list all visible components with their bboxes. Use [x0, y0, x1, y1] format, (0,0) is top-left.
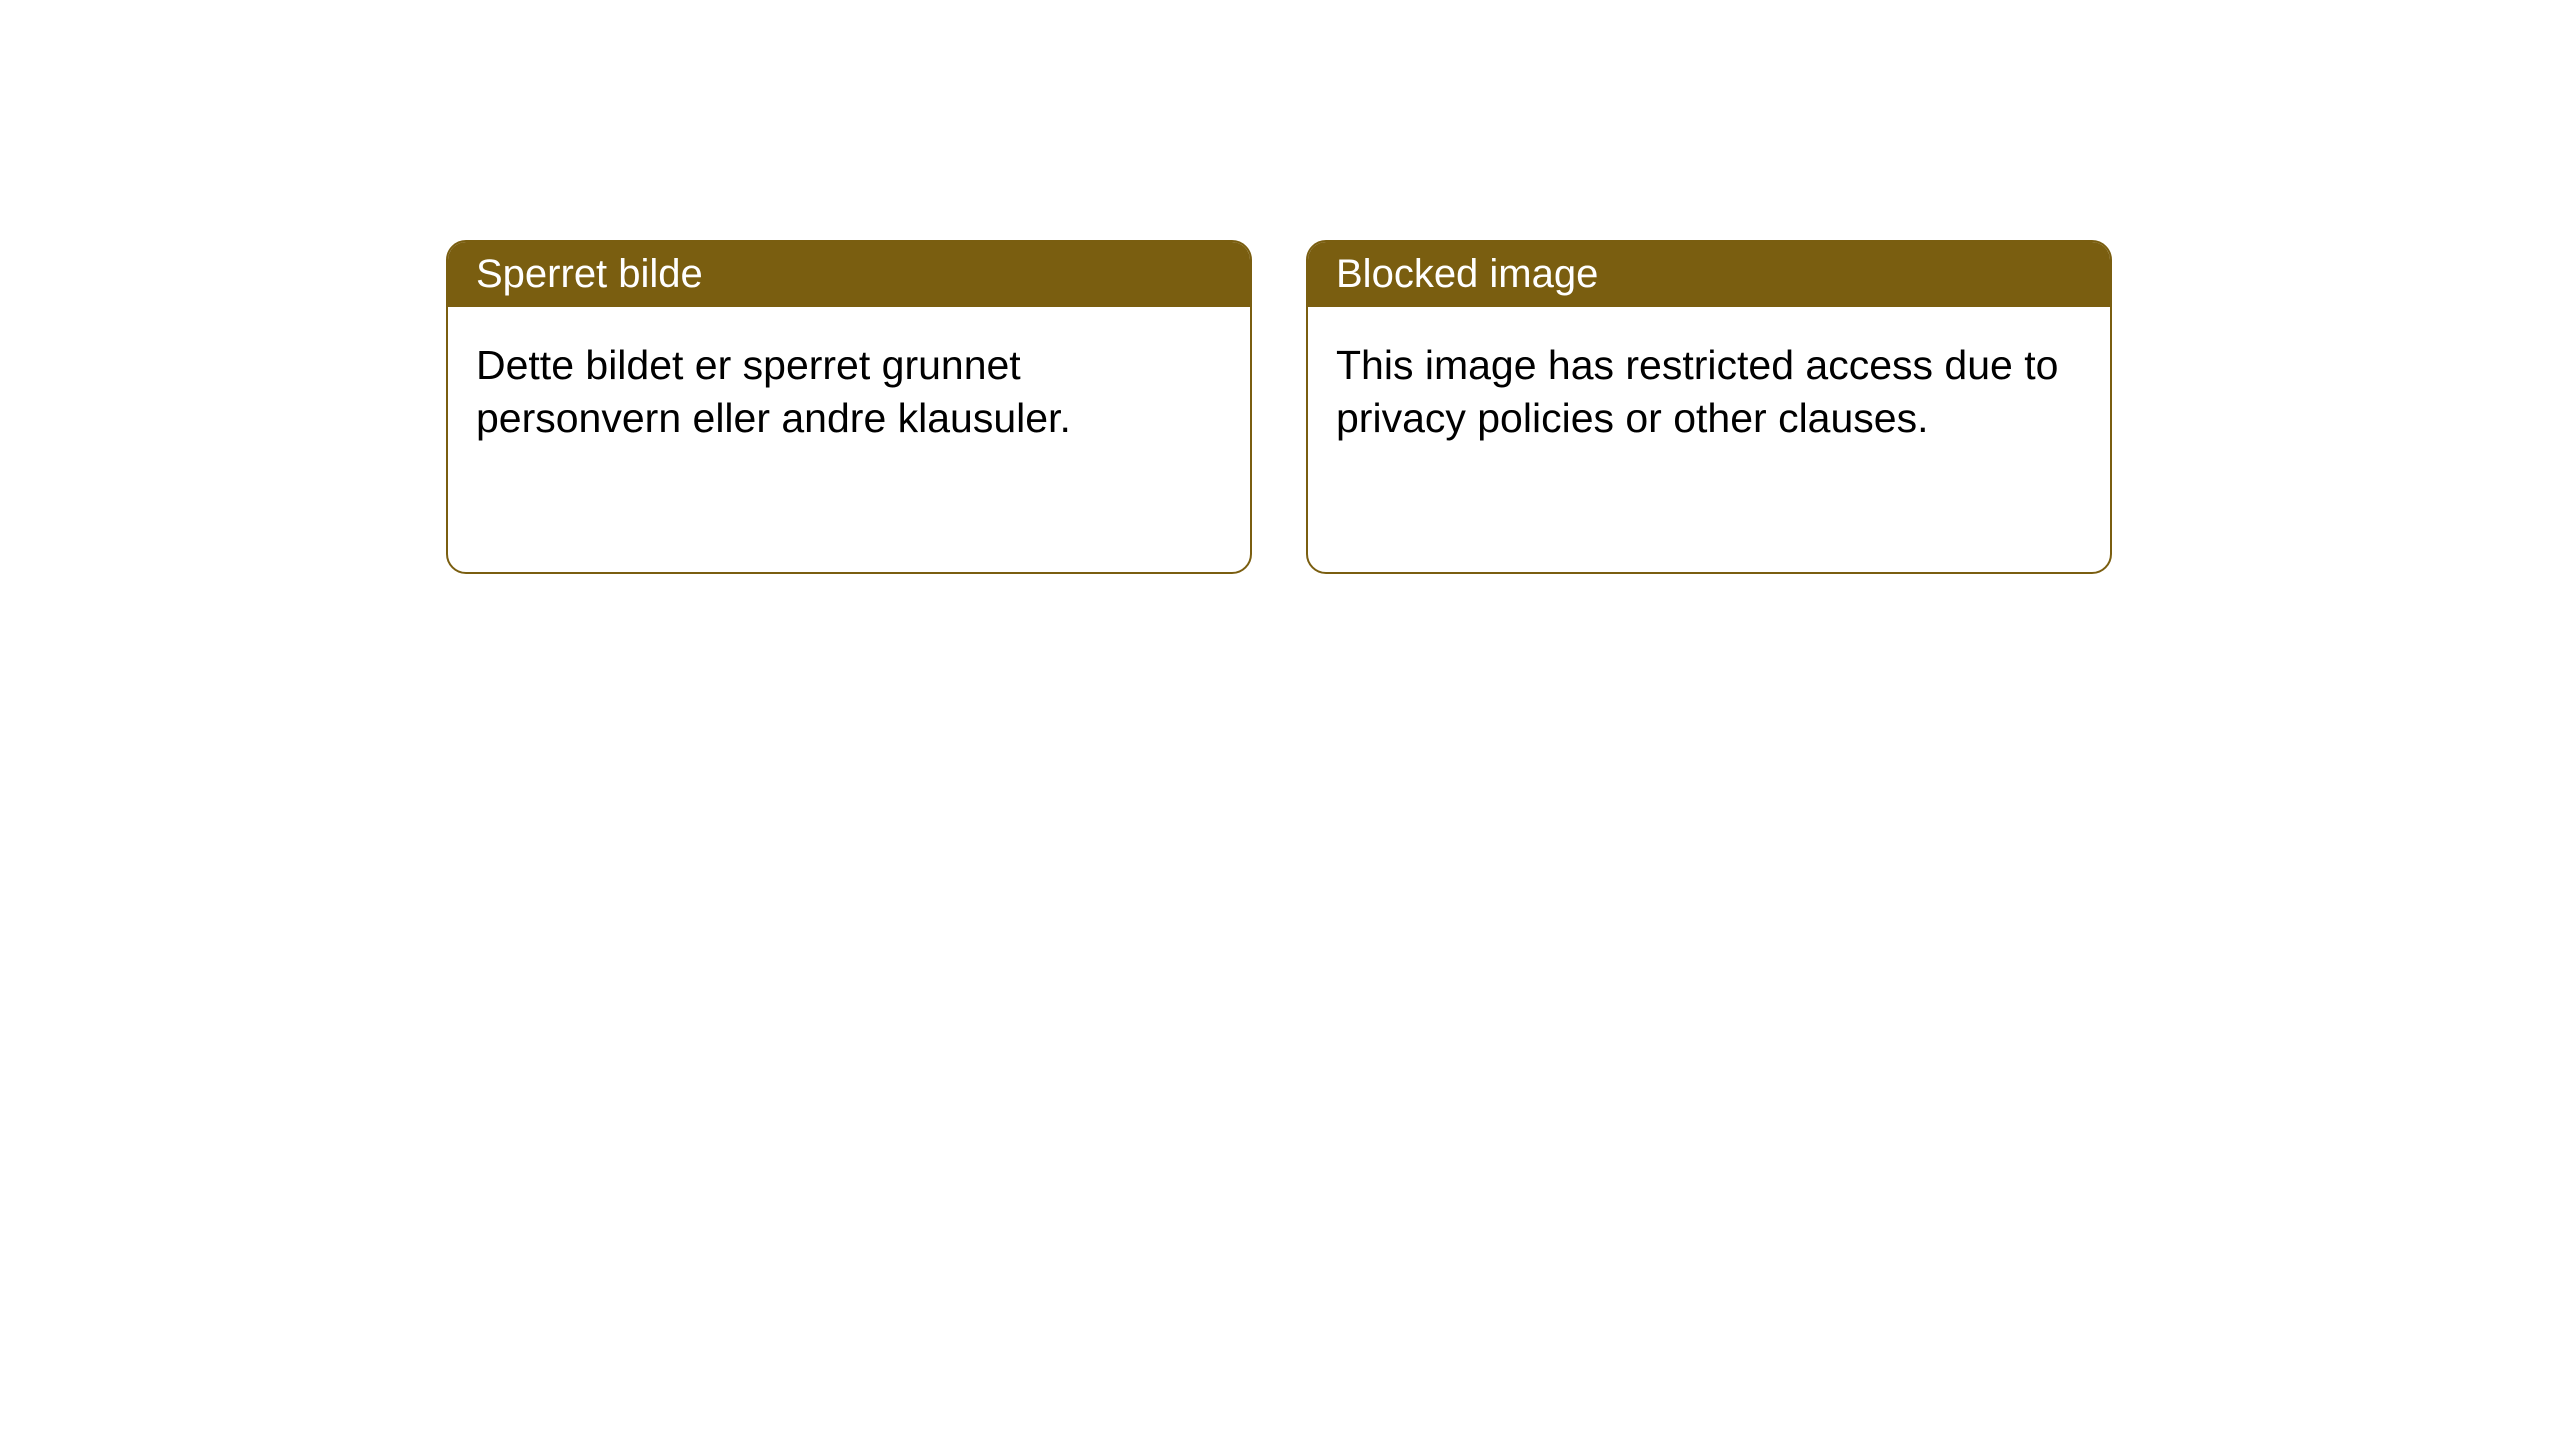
notice-card-english: Blocked image This image has restricted …: [1306, 240, 2112, 574]
notices-container: Sperret bilde Dette bildet er sperret gr…: [0, 0, 2560, 574]
notice-header: Sperret bilde: [448, 242, 1250, 307]
notice-body: Dette bildet er sperret grunnet personve…: [448, 307, 1250, 478]
notice-title: Blocked image: [1336, 252, 1598, 296]
notice-title: Sperret bilde: [476, 252, 703, 296]
notice-header: Blocked image: [1308, 242, 2110, 307]
notice-message: Dette bildet er sperret grunnet personve…: [476, 342, 1071, 441]
notice-body: This image has restricted access due to …: [1308, 307, 2110, 478]
notice-message: This image has restricted access due to …: [1336, 342, 2058, 441]
notice-card-norwegian: Sperret bilde Dette bildet er sperret gr…: [446, 240, 1252, 574]
